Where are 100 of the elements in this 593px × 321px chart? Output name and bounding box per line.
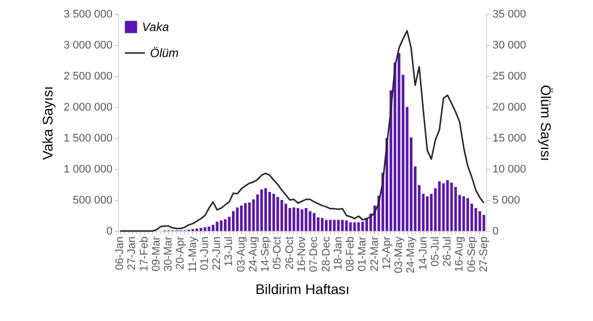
bar <box>272 194 276 231</box>
y2-tick-label: 30 000 <box>492 40 526 52</box>
y2-tick-label: 15 000 <box>492 132 526 144</box>
bar <box>337 220 340 231</box>
bar <box>398 53 400 231</box>
x-tick-label: 03-May <box>393 236 405 274</box>
bar <box>244 203 247 231</box>
bar <box>260 189 263 231</box>
bar <box>324 220 328 231</box>
x-tick-label: 16-Nov <box>296 236 308 272</box>
x-tick-label: 07-Dec <box>308 236 320 272</box>
bar <box>438 181 441 231</box>
bar <box>349 222 352 231</box>
x-axis-title: Bildirim Haftası <box>255 281 350 298</box>
bar <box>236 207 239 231</box>
x-tick-label: 09-Mar <box>150 236 162 272</box>
y-tick-label: 2 000 000 <box>64 102 112 114</box>
bar <box>292 207 296 231</box>
bar <box>240 206 243 231</box>
bar <box>478 211 482 231</box>
y-tick-label: 1 000 000 <box>64 164 112 176</box>
bar <box>345 220 348 231</box>
x-tick-label: 08-Feb <box>344 236 356 272</box>
y-axis-title: Vaka Sayısı <box>40 86 56 160</box>
x-tick-label: 14-Sep <box>260 236 272 272</box>
bar <box>200 228 202 231</box>
y-tick-label: 2 500 000 <box>64 70 112 82</box>
x-tick-label: 05-Oct <box>272 236 284 270</box>
bar <box>296 208 300 231</box>
bar <box>328 220 332 231</box>
legend-label: Ölüm <box>150 46 179 60</box>
y2-tick-label: 0 <box>492 226 499 238</box>
bar <box>204 227 206 231</box>
bar <box>268 192 271 231</box>
y2-tick-label: 20 000 <box>492 102 526 114</box>
x-tick-label: 06-Sep <box>466 236 478 272</box>
bar <box>462 196 465 231</box>
y-tick-label: 500 000 <box>72 194 112 206</box>
y2-tick-label: 10 000 <box>492 164 526 176</box>
bar <box>312 213 316 231</box>
y2-tick-label: 35 000 <box>492 8 526 20</box>
x-tick-label: 20-Apr <box>174 236 187 270</box>
x-tick-label: 11-May <box>186 236 199 272</box>
y2-tick-label: 5 000 <box>492 194 520 206</box>
x-tick-label: 28-Dec <box>320 236 332 272</box>
bar <box>284 204 288 231</box>
x-tick-label: 13-Jul <box>223 236 236 266</box>
bar <box>341 220 344 231</box>
bar <box>264 188 267 231</box>
x-tick-label: 22-Mar <box>368 236 381 272</box>
x-tick-label: 17-Feb <box>138 236 150 272</box>
bar <box>333 220 336 231</box>
x-tick-label: 18-Jan <box>332 236 344 270</box>
bar <box>220 220 222 231</box>
x-tick-label: 12-Apr <box>380 236 393 270</box>
x-tick-label: 06-Jan <box>114 236 126 270</box>
x-tick-label: 22-Jun <box>211 236 224 270</box>
y-tick-label: 0 <box>106 226 112 238</box>
bar <box>224 219 227 231</box>
legend-label: Vaka <box>142 20 170 34</box>
bar <box>248 202 251 231</box>
x-tick-label: 14-Jun <box>417 236 430 270</box>
x-tick-label: 05-Jul <box>429 236 442 266</box>
bar <box>320 218 324 231</box>
bar <box>316 217 320 231</box>
bar <box>426 196 429 231</box>
bar <box>280 200 284 231</box>
x-tick-label: 27-Sep <box>478 236 490 272</box>
x-tick-label: 26-Jul <box>442 236 454 266</box>
bar <box>357 222 360 231</box>
x-tick-label: 03-Aug <box>235 236 248 272</box>
bar <box>353 222 356 231</box>
bar <box>450 182 453 231</box>
bar <box>454 186 457 231</box>
bar <box>208 226 210 231</box>
x-tick-label: 27-Jan <box>126 236 138 270</box>
bar <box>232 211 235 231</box>
bar <box>442 183 445 231</box>
y2-axis-title: Ölüm Sayısı <box>538 84 554 162</box>
y2-tick-label: 25 000 <box>492 70 526 82</box>
x-tick-label: 24-May <box>405 236 418 274</box>
bar <box>300 209 304 231</box>
x-tick-label: 24-Aug <box>248 236 260 272</box>
bar <box>482 214 486 231</box>
bar <box>308 211 312 231</box>
y-tick-label: 3 500 000 <box>64 8 112 20</box>
bar <box>212 224 214 231</box>
x-tick-label: 26-Oct <box>284 236 296 270</box>
bar <box>361 222 364 231</box>
bar <box>276 196 280 231</box>
bar <box>216 222 218 231</box>
bar <box>446 180 449 231</box>
y-tick-label: 3 000 000 <box>64 40 112 52</box>
x-tick-label: 01-Jun <box>199 236 211 270</box>
bar <box>466 198 470 231</box>
x-tick-label: 30-Mar <box>162 236 175 272</box>
x-tick-label: 01-Mar <box>356 236 369 272</box>
bar <box>304 208 308 231</box>
y-tick-label: 1 500 000 <box>64 132 112 144</box>
x-tick-label: 16-Aug <box>454 236 466 272</box>
